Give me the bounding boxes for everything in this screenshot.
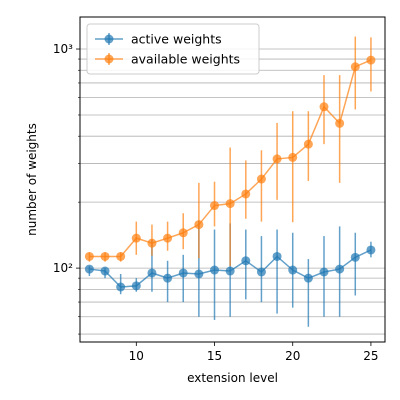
data-point	[116, 282, 126, 292]
data-point	[194, 220, 204, 230]
data-point	[84, 251, 94, 261]
data-point	[288, 152, 298, 162]
data-point	[163, 233, 173, 243]
x-tick-label: 10	[129, 349, 144, 363]
data-point	[84, 264, 94, 274]
legend-box	[86, 23, 260, 75]
legend-label: active weights	[131, 32, 222, 47]
x-tick-label: 15	[207, 349, 222, 363]
data-point	[272, 251, 282, 261]
data-point	[366, 245, 376, 255]
data-point	[303, 139, 313, 149]
data-point	[131, 233, 141, 243]
data-point	[335, 118, 345, 128]
legend: active weights available weights	[86, 23, 260, 75]
data-point	[350, 252, 360, 262]
data-point	[178, 268, 188, 278]
data-point	[319, 267, 329, 277]
data-point	[256, 267, 266, 277]
plot-frame	[79, 16, 386, 343]
x-axis-label: extension level	[187, 371, 278, 385]
y-tick-label: 10³	[53, 42, 73, 56]
x-axis: 10 15 20 25	[129, 342, 379, 363]
y-tick-label: 10²	[53, 261, 73, 275]
data-point	[147, 268, 157, 278]
x-tick-label: 20	[285, 349, 300, 363]
data-point	[100, 266, 110, 276]
data-point	[131, 281, 141, 291]
y-axis: 10² 10³	[53, 42, 80, 335]
markers	[84, 55, 376, 261]
data-point	[210, 201, 220, 211]
data-point	[225, 266, 235, 276]
data-point	[288, 265, 298, 275]
data-point	[100, 251, 110, 261]
data-point	[163, 273, 173, 283]
x-tick-label: 25	[363, 349, 378, 363]
legend-marker	[104, 54, 114, 64]
data-point	[241, 189, 251, 199]
series-2	[84, 36, 376, 267]
y-axis-label: number of weights	[25, 123, 39, 236]
data-point	[272, 154, 282, 164]
legend-item: available weights	[95, 52, 240, 67]
data-point	[210, 265, 220, 275]
data-point	[350, 62, 360, 72]
data-point	[178, 228, 188, 238]
data-point	[194, 269, 204, 279]
legend-marker	[104, 34, 114, 44]
data-point	[116, 251, 126, 261]
data-point	[241, 256, 251, 266]
markers	[84, 245, 376, 292]
data-point	[335, 264, 345, 274]
data-point	[303, 273, 313, 283]
data-point	[147, 238, 157, 248]
legend-label: available weights	[131, 52, 240, 67]
data-point	[366, 55, 376, 65]
data-point	[319, 102, 329, 112]
legend-item: active weights	[95, 32, 222, 47]
data-point	[256, 174, 266, 184]
series-layer	[84, 36, 376, 327]
data-point	[225, 199, 235, 209]
